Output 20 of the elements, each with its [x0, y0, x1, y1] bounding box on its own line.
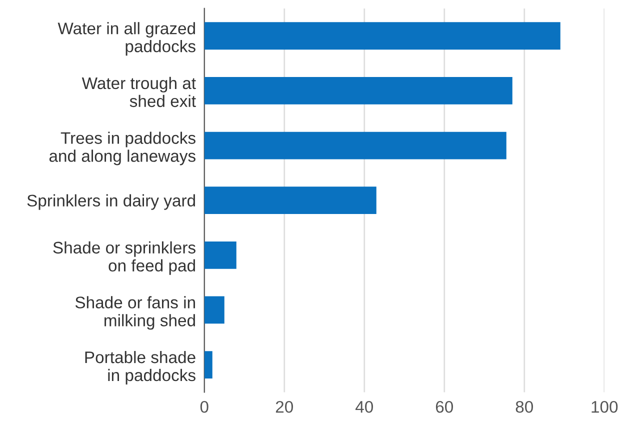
- y-tick-label: Sprinklers in dairy yard: [27, 194, 195, 210]
- y-tick-label: Water trough at shed exit: [82, 76, 196, 108]
- y-tick-label: Trees in paddocks and along laneways: [49, 132, 196, 166]
- x-tick-label: 20: [276, 400, 293, 413]
- bar: [204, 351, 212, 378]
- x-tick-label: 40: [355, 400, 373, 413]
- y-tick-label: Shade or fans in milking shed: [75, 296, 195, 330]
- bar: [204, 241, 236, 269]
- x-tick-label: 0: [200, 400, 208, 413]
- bar: [204, 186, 376, 214]
- x-tick-label: 60: [436, 400, 453, 413]
- y-tick-label: Portable shade in paddocks: [85, 350, 196, 384]
- x-tick-label: 80: [516, 400, 533, 413]
- bar: [204, 22, 560, 50]
- y-tick-label: Water in all grazed paddocks: [58, 22, 196, 56]
- y-tick-label: Shade or sprinklers on feed pad: [53, 241, 196, 275]
- bar: [204, 77, 512, 104]
- x-tick-label: 100: [592, 400, 618, 413]
- bar: [204, 296, 224, 324]
- bar: [204, 132, 506, 160]
